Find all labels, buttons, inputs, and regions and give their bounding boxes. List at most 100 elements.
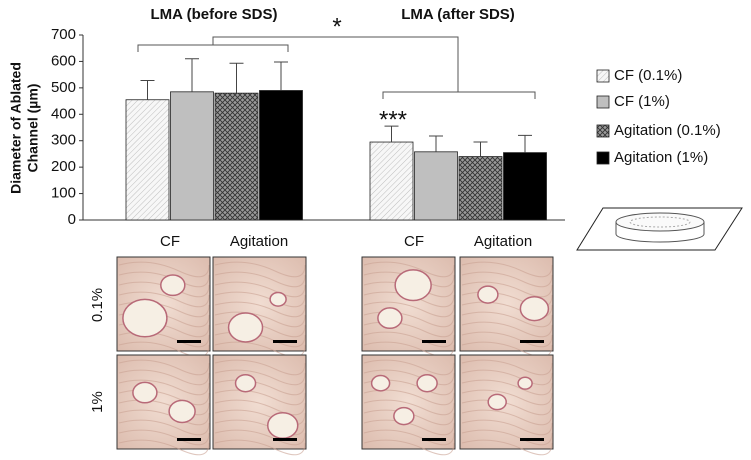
x-tick-label: CF xyxy=(404,233,424,250)
ablated-channel xyxy=(267,412,299,439)
scale-bar xyxy=(422,438,446,441)
bar xyxy=(170,91,214,221)
annotation: *** xyxy=(379,106,407,133)
tissue-fiber xyxy=(461,271,553,288)
y-tick-label: 600 xyxy=(51,52,76,69)
ablated-channel xyxy=(519,296,550,322)
micrograph xyxy=(212,256,307,358)
y-tick-label: 500 xyxy=(51,79,76,96)
ablated-channel xyxy=(416,373,438,393)
tissue-fiber xyxy=(363,409,455,426)
tissue-fiber xyxy=(214,369,306,386)
error-bar xyxy=(384,125,399,143)
scale-bar xyxy=(422,340,446,343)
legend-label: Agitation (1%) xyxy=(614,149,708,166)
ablated-channel xyxy=(227,312,264,343)
legend-swatch xyxy=(596,69,610,83)
y-tick-label: 100 xyxy=(51,185,76,202)
y-tick-label: 400 xyxy=(51,105,76,122)
legend-label: Agitation (0.1%) xyxy=(614,122,721,139)
ablated-channel xyxy=(477,285,499,304)
y-tick-label: 200 xyxy=(51,158,76,175)
tissue-fiber xyxy=(118,261,210,278)
ablated-channel xyxy=(394,269,432,302)
group-title: LMA (before SDS) xyxy=(151,6,278,23)
micrograph xyxy=(116,354,211,456)
ablated-channel xyxy=(160,274,186,297)
group-title: LMA (after SDS) xyxy=(401,6,515,23)
micrograph xyxy=(361,256,456,358)
y-tick-label: 300 xyxy=(51,132,76,149)
row-label: 0.1% xyxy=(89,288,106,322)
tissue-fiber xyxy=(214,341,306,358)
error-bar xyxy=(185,58,199,92)
annotation: * xyxy=(332,13,341,40)
ablated-channel xyxy=(168,399,196,424)
bar xyxy=(125,99,170,221)
ablated-channel xyxy=(377,307,403,330)
tissue-fiber xyxy=(214,389,306,406)
x-tick-label: Agitation xyxy=(474,233,532,250)
tissue-fiber xyxy=(118,439,210,456)
row-label: 1% xyxy=(89,391,106,413)
scale-bar xyxy=(520,340,544,343)
tissue-fiber xyxy=(118,291,210,308)
tissue-fiber xyxy=(461,389,553,406)
tissue-fiber xyxy=(363,291,455,308)
y-axis-label: Diameter of Ablated xyxy=(8,62,24,194)
tissue-fiber xyxy=(363,261,455,278)
error-bar xyxy=(518,134,532,153)
tissue-fiber xyxy=(363,419,455,436)
bar xyxy=(414,151,458,221)
legend-label: CF (1%) xyxy=(614,93,670,110)
ablated-channel xyxy=(487,393,507,411)
tissue-fiber xyxy=(363,439,455,456)
tissue-fiber xyxy=(363,341,455,358)
error-bar xyxy=(473,141,488,157)
y-tick-label: 0 xyxy=(68,211,76,228)
bracket xyxy=(137,36,536,99)
legend-swatch xyxy=(596,151,610,165)
tissue-fiber xyxy=(461,419,553,436)
tissue-fiber xyxy=(214,281,306,298)
dish-schematic xyxy=(576,207,743,251)
tissue-fiber xyxy=(214,261,306,278)
tissue-fiber xyxy=(214,311,306,328)
bar xyxy=(503,152,547,221)
tissue-fiber xyxy=(118,341,210,358)
y-axis-label: Channel (µm) xyxy=(25,84,41,173)
tissue-fiber xyxy=(118,369,210,386)
error-bar xyxy=(274,61,288,91)
scale-bar xyxy=(520,438,544,441)
tissue-fiber xyxy=(214,271,306,288)
tissue-fiber xyxy=(118,419,210,436)
tissue-fiber xyxy=(461,409,553,426)
tissue-fiber xyxy=(118,379,210,396)
tissue-fiber xyxy=(363,399,455,416)
tissue-fiber xyxy=(118,359,210,376)
tissue-fiber xyxy=(461,261,553,278)
tissue-fiber xyxy=(214,359,306,376)
tissue-fiber xyxy=(214,379,306,396)
bar xyxy=(214,92,259,221)
bar xyxy=(458,156,503,221)
tissue-fiber xyxy=(363,301,455,318)
micrograph xyxy=(361,354,456,456)
tissue-fiber xyxy=(461,439,553,456)
scale-bar xyxy=(177,340,201,343)
scale-bar xyxy=(273,438,297,441)
error-bar xyxy=(140,79,155,100)
tissue-fiber xyxy=(461,321,553,338)
bar xyxy=(369,141,414,221)
ablated-channel xyxy=(234,373,257,393)
ablated-channel xyxy=(122,298,168,338)
tissue-fiber xyxy=(214,399,306,416)
ablated-channel xyxy=(517,376,533,390)
tissue-fiber xyxy=(461,311,553,328)
error-bar xyxy=(229,62,244,94)
tissue-fiber xyxy=(214,439,306,456)
tissue-fiber xyxy=(214,301,306,318)
tissue-fiber xyxy=(461,341,553,358)
ablated-channel xyxy=(132,381,158,404)
error-bar xyxy=(429,135,443,152)
